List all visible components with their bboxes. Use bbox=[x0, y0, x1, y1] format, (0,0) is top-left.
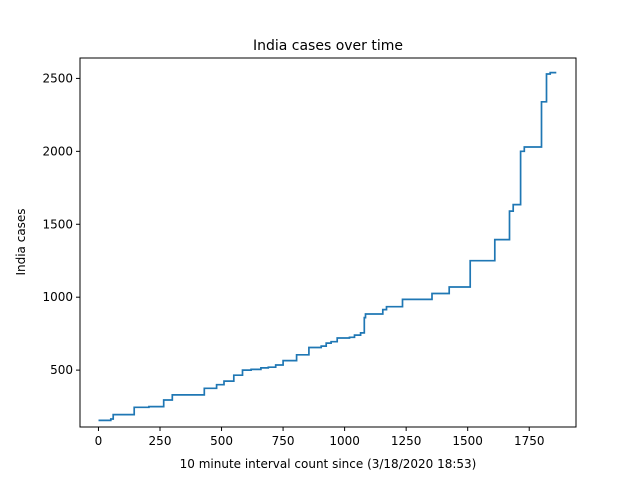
x-axis-label: 10 minute interval count since (3/18/202… bbox=[180, 457, 477, 471]
y-tick-label: 2000 bbox=[42, 144, 73, 158]
x-tick-label: 0 bbox=[95, 434, 103, 448]
y-tick-label: 500 bbox=[50, 363, 73, 377]
x-axis: 0 250 500 750 1000 1250 1500 1750 bbox=[95, 427, 545, 448]
y-tick-label: 2500 bbox=[42, 71, 73, 85]
y-axis: 500 1000 1500 2000 2500 bbox=[42, 71, 80, 377]
y-axis-label: India cases bbox=[14, 208, 28, 275]
plot-frame bbox=[79, 57, 577, 428]
series-line-india-cases bbox=[98, 71, 557, 422]
x-tick-label: 1000 bbox=[329, 434, 360, 448]
x-tick-label: 750 bbox=[272, 434, 295, 448]
chart-title: India cases over time bbox=[253, 38, 403, 54]
x-tick-label: 1750 bbox=[514, 434, 545, 448]
x-tick-label: 250 bbox=[149, 434, 172, 448]
x-tick-label: 500 bbox=[210, 434, 233, 448]
x-tick-label: 1500 bbox=[452, 434, 483, 448]
x-tick-label: 1250 bbox=[391, 434, 422, 448]
y-tick-label: 1500 bbox=[42, 217, 73, 231]
plot-area bbox=[79, 57, 577, 428]
y-tick-label: 1000 bbox=[42, 290, 73, 304]
